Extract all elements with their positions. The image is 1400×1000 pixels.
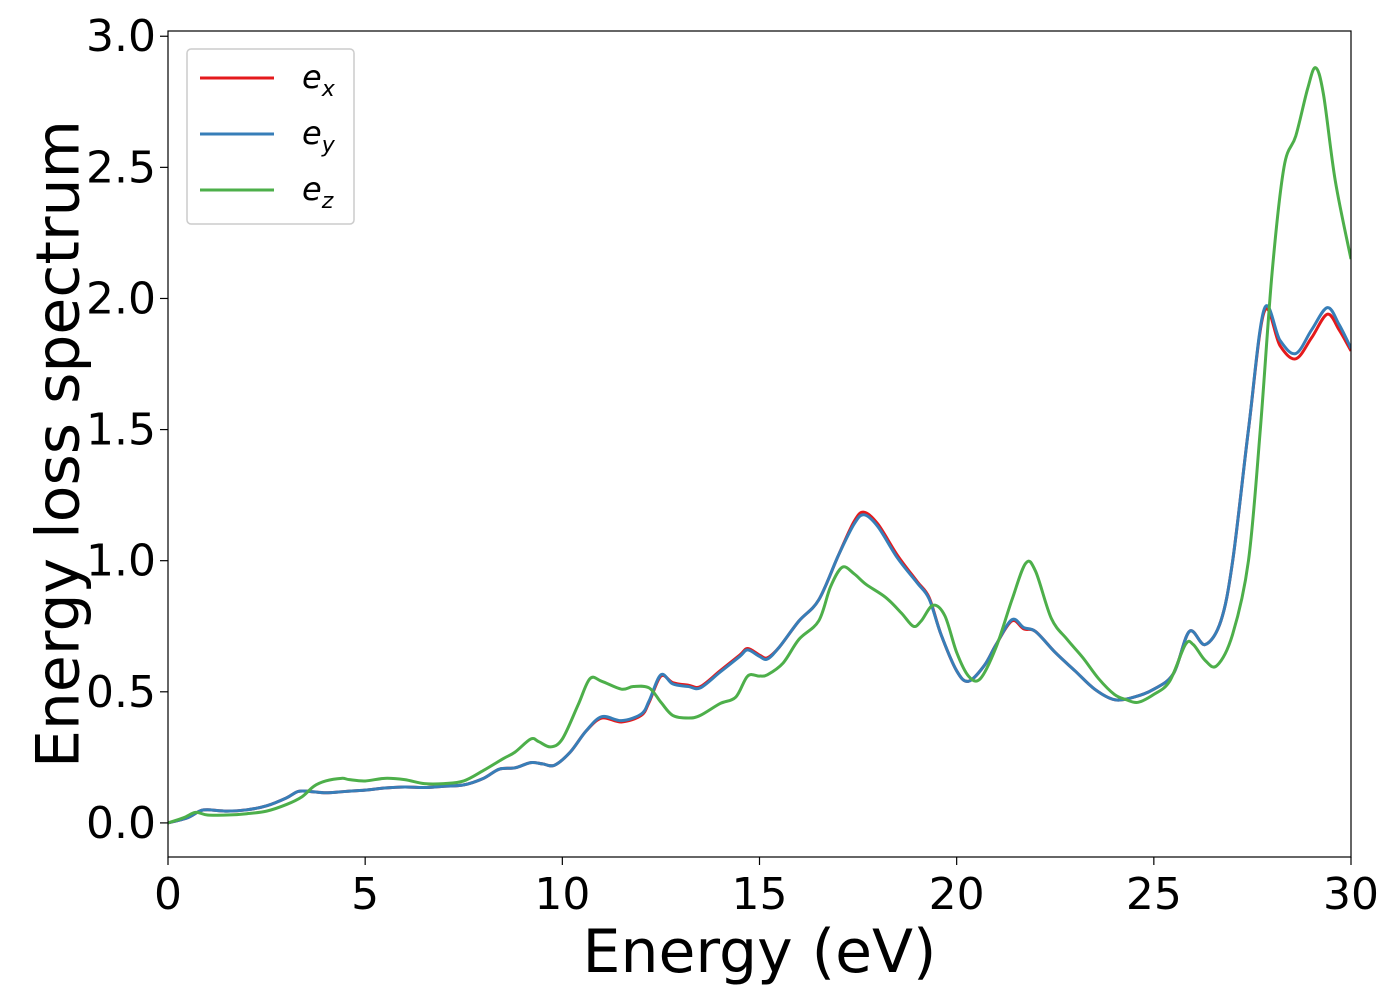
y-tick-label: 1.5	[86, 405, 156, 456]
x-tick-label: 20	[929, 869, 985, 920]
axes-frame	[167, 30, 1352, 858]
y-tick-label: 2.5	[86, 142, 156, 193]
y-axis-title: Energy loss spectrum	[24, 120, 94, 768]
x-tick-label: 10	[534, 869, 590, 920]
plot-area	[168, 66, 1351, 825]
x-tick-label: 0	[154, 869, 182, 920]
legend-label-y: ey	[302, 114, 336, 158]
legend-label-z: ez	[302, 170, 334, 214]
y-tick-label: 0.0	[86, 798, 156, 849]
y-tick-label: 1.0	[86, 536, 156, 587]
legend: ex ey ez	[186, 48, 355, 225]
x-tick-label: 30	[1323, 869, 1379, 920]
y-tick-label: 3.0	[86, 11, 156, 62]
y-tick-label: 0.5	[86, 667, 156, 718]
series-line-z	[168, 66, 1351, 825]
axis-ticks: 0 5 10 15 20 25 30 0.0 0.5 1.0 1.5 2.0 2.5 3.0	[86, 11, 1379, 920]
x-tick-label: 25	[1126, 869, 1182, 920]
x-tick-label: 5	[351, 869, 379, 920]
legend-label-x: ex	[302, 58, 336, 102]
y-tick-label: 2.0	[86, 273, 156, 324]
legend-box	[186, 48, 355, 225]
x-tick-label: 15	[732, 869, 788, 920]
x-axis-title: Energy (eV)	[583, 917, 937, 987]
